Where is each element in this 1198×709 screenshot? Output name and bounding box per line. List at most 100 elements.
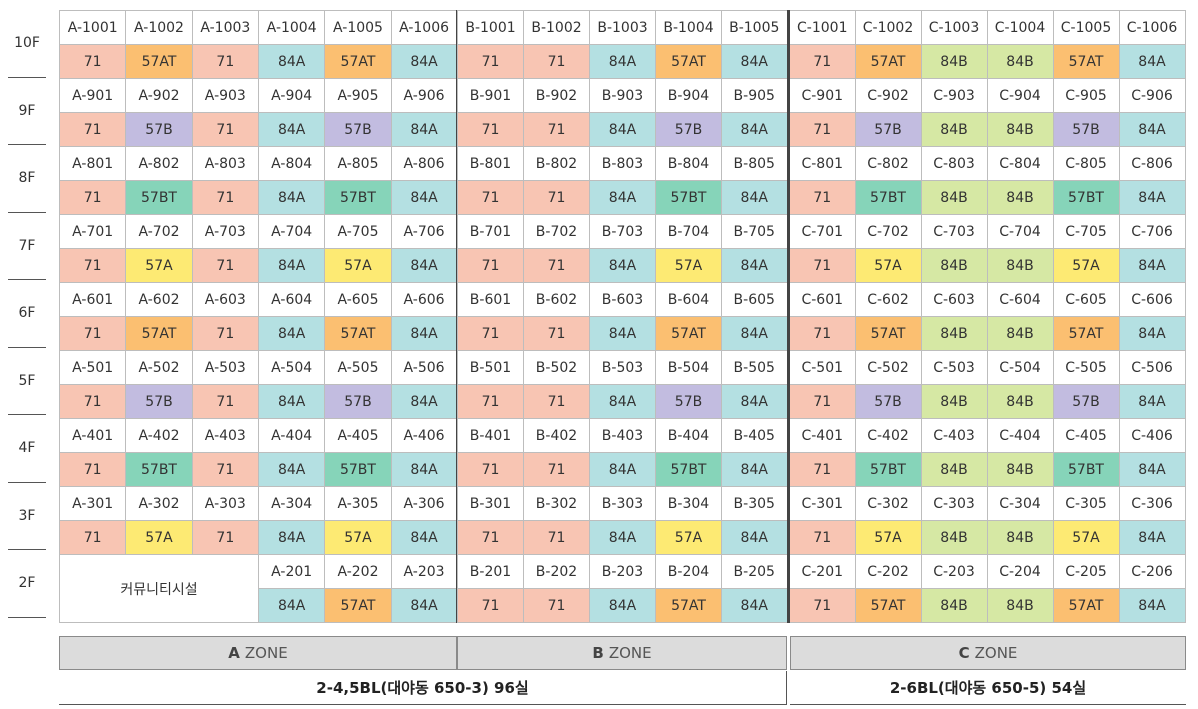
unit-number: B-303 bbox=[589, 486, 656, 521]
unit-type: 71 bbox=[58, 180, 127, 215]
unit-type: 71 bbox=[457, 248, 524, 283]
unit-number: C-801 bbox=[788, 146, 856, 181]
zone-a-letter: A bbox=[228, 644, 240, 662]
zone-c-grid: C-1001 C-1002 C-1003 C-1004 C-1005 C-1006 71 57… bbox=[788, 10, 1186, 623]
unit-number: C-402 bbox=[854, 418, 922, 453]
unit-type: 71 bbox=[58, 248, 127, 283]
unit-type: 71 bbox=[457, 452, 524, 487]
unit-type: 57AT bbox=[1052, 44, 1120, 79]
unit-type: 71 bbox=[788, 588, 856, 623]
unit-number: C-701 bbox=[788, 214, 856, 249]
unit-number: A-706 bbox=[390, 214, 458, 249]
unit-type: 57A bbox=[125, 520, 193, 555]
unit-type: 57AT bbox=[1052, 588, 1120, 623]
unit-type: 84A bbox=[721, 248, 788, 283]
unit-type: 84A bbox=[721, 384, 788, 419]
unit-type: 71 bbox=[523, 384, 590, 419]
unit-number: C-305 bbox=[1052, 486, 1120, 521]
unit-type: 84B bbox=[986, 44, 1054, 79]
unit-number: C-906 bbox=[1118, 78, 1186, 113]
unit-type: 84A bbox=[589, 384, 656, 419]
unit-number: C-501 bbox=[788, 350, 856, 385]
unit-number: C-603 bbox=[920, 282, 988, 317]
unit-type: 84A bbox=[390, 384, 458, 419]
unit-type: 57AT bbox=[324, 316, 392, 351]
zone-c-letter: C bbox=[958, 644, 970, 662]
unit-number: A-903 bbox=[191, 78, 259, 113]
unit-number: C-303 bbox=[920, 486, 988, 521]
unit-number: C-404 bbox=[986, 418, 1054, 453]
unit-number: B-1001 bbox=[457, 10, 524, 45]
unit-type: 84A bbox=[257, 520, 326, 555]
unit-number: C-206 bbox=[1118, 554, 1186, 589]
unit-number: C-804 bbox=[986, 146, 1054, 181]
unit-type: 71 bbox=[191, 316, 259, 351]
unit-type: 57B bbox=[655, 112, 722, 147]
unit-number: B-203 bbox=[589, 554, 656, 589]
unit-type: 71 bbox=[457, 112, 524, 147]
unit-number: A-203 bbox=[390, 554, 458, 589]
unit-type: 84A bbox=[257, 384, 326, 419]
unit-type: 84A bbox=[721, 112, 788, 147]
unit-type: 84A bbox=[721, 520, 788, 555]
unit-type: 57A bbox=[854, 520, 922, 555]
unit-number: B-503 bbox=[589, 350, 656, 385]
unit-number: A-702 bbox=[125, 214, 193, 249]
unit-number: A-704 bbox=[257, 214, 326, 249]
unit-type: 57B bbox=[1052, 112, 1120, 147]
unit-number: B-605 bbox=[721, 282, 788, 317]
unit-type: 57BT bbox=[854, 180, 922, 215]
unit-type: 84A bbox=[589, 44, 656, 79]
unit-type: 84A bbox=[1118, 44, 1186, 79]
unit-type: 84A bbox=[257, 180, 326, 215]
unit-type: 84A bbox=[257, 316, 326, 351]
unit-number: C-201 bbox=[788, 554, 856, 589]
unit-type: 84A bbox=[390, 316, 458, 351]
unit-type: 71 bbox=[58, 520, 127, 555]
unit-number: A-603 bbox=[191, 282, 259, 317]
unit-number: A-902 bbox=[125, 78, 193, 113]
unit-type: 71 bbox=[788, 452, 856, 487]
unit-number: C-406 bbox=[1118, 418, 1186, 453]
unit-type: 84A bbox=[589, 248, 656, 283]
unit-number: A-803 bbox=[191, 146, 259, 181]
unit-number: A-801 bbox=[58, 146, 127, 181]
unit-number: B-805 bbox=[721, 146, 788, 181]
unit-number: C-705 bbox=[1052, 214, 1120, 249]
unit-number: B-202 bbox=[523, 554, 590, 589]
unit-number: C-306 bbox=[1118, 486, 1186, 521]
unit-type: 84A bbox=[390, 112, 458, 147]
unit-number: C-1001 bbox=[788, 10, 856, 45]
unit-number: C-202 bbox=[854, 554, 922, 589]
unit-number: B-304 bbox=[655, 486, 722, 521]
unit-type: 57AT bbox=[125, 44, 193, 79]
unit-number: A-901 bbox=[58, 78, 127, 113]
floor-label: 3F bbox=[8, 483, 46, 550]
unit-type: 71 bbox=[523, 588, 590, 623]
unit-type: 84A bbox=[1118, 180, 1186, 215]
unit-type: 71 bbox=[58, 384, 127, 419]
floor-label: 7F bbox=[8, 213, 46, 280]
unit-number: B-201 bbox=[457, 554, 524, 589]
unit-type: 84A bbox=[721, 316, 788, 351]
unit-type: 71 bbox=[58, 44, 127, 79]
unit-number: B-602 bbox=[523, 282, 590, 317]
unit-type: 57A bbox=[1052, 520, 1120, 555]
unit-type: 84B bbox=[920, 112, 988, 147]
unit-type: 71 bbox=[788, 44, 856, 79]
unit-type: 71 bbox=[523, 316, 590, 351]
unit-number: A-1001 bbox=[58, 10, 127, 45]
unit-type: 57AT bbox=[655, 588, 722, 623]
unit-type: 71 bbox=[788, 384, 856, 419]
unit-number: A-501 bbox=[58, 350, 127, 385]
unit-number: A-605 bbox=[324, 282, 392, 317]
unit-number: C-805 bbox=[1052, 146, 1120, 181]
unit-number: B-903 bbox=[589, 78, 656, 113]
unit-type: 84A bbox=[1118, 384, 1186, 419]
unit-type: 71 bbox=[788, 248, 856, 283]
unit-type: 71 bbox=[457, 44, 524, 79]
unit-number: C-1004 bbox=[986, 10, 1054, 45]
unit-number: B-901 bbox=[457, 78, 524, 113]
unit-number: C-806 bbox=[1118, 146, 1186, 181]
unit-number: A-804 bbox=[257, 146, 326, 181]
